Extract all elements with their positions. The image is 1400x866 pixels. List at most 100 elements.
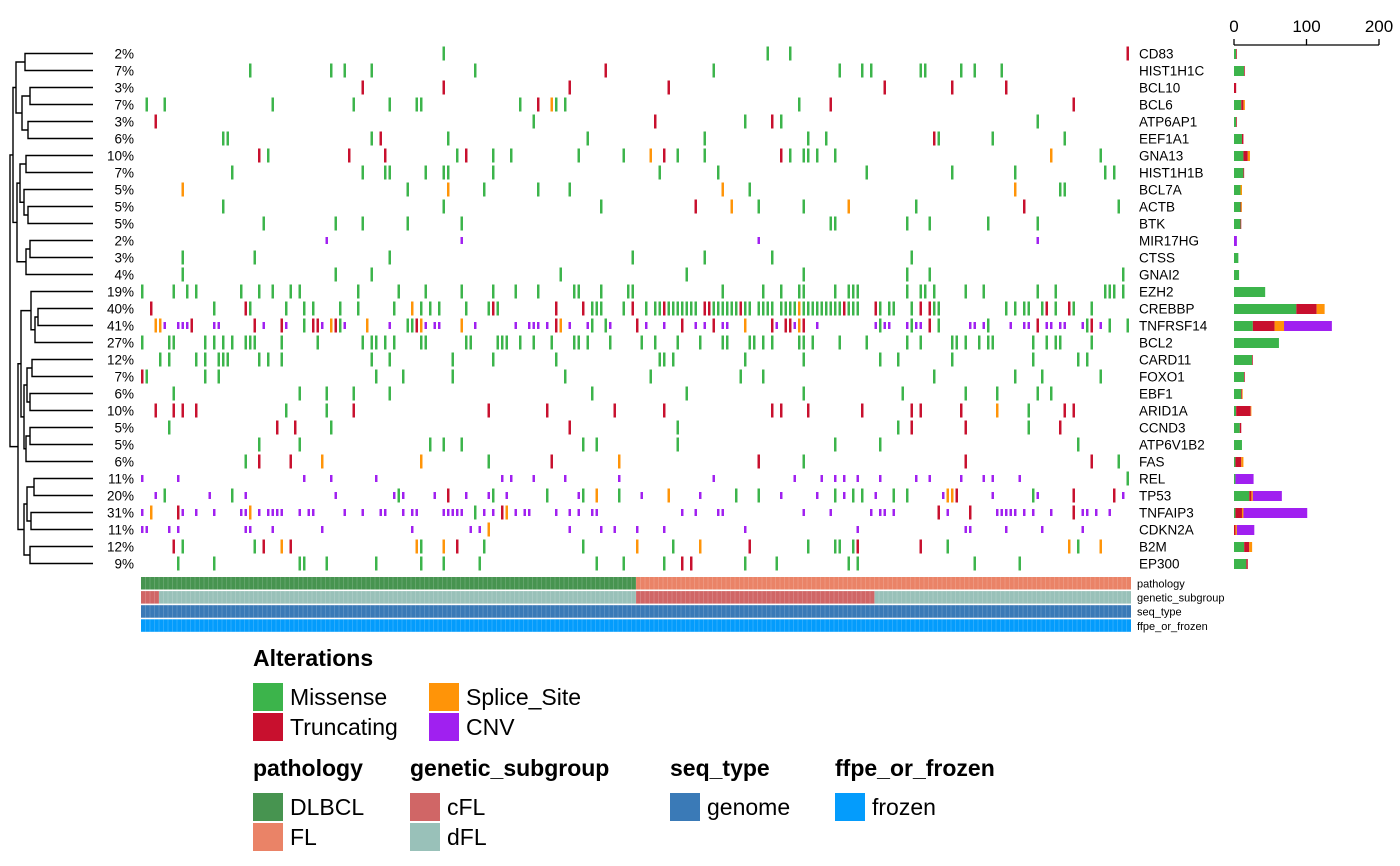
alteration-mark xyxy=(618,454,621,469)
alteration-mark xyxy=(460,284,463,299)
dendrogram-branch xyxy=(34,316,93,344)
alteration-mark xyxy=(573,284,576,299)
alteration-mark xyxy=(276,509,279,516)
bar-segment xyxy=(1240,219,1242,229)
alteration-mark xyxy=(573,335,576,350)
alteration-mark xyxy=(568,80,571,95)
alteration-mark xyxy=(1072,505,1075,520)
alteration-mark xyxy=(825,301,828,316)
alteration-mark xyxy=(280,509,283,516)
alteration-mark xyxy=(145,97,148,112)
alteration-mark xyxy=(280,539,283,554)
alteration-mark xyxy=(1099,148,1102,163)
percent-label: 12% xyxy=(107,353,134,368)
alteration-mark xyxy=(496,335,499,350)
alteration-mark xyxy=(1108,509,1111,516)
alteration-mark xyxy=(1014,369,1017,384)
alteration-mark xyxy=(847,284,850,299)
bar-segment xyxy=(1234,508,1236,518)
alteration-mark xyxy=(442,46,445,61)
bar-segment xyxy=(1234,185,1241,195)
alteration-mark xyxy=(667,488,670,503)
alteration-mark xyxy=(933,284,936,299)
alteration-mark xyxy=(771,335,774,350)
alteration-mark xyxy=(1014,509,1017,516)
gene-label: BCL7A xyxy=(1139,183,1182,198)
alteration-mark xyxy=(811,301,814,316)
bar-segment xyxy=(1243,151,1248,161)
alteration-mark xyxy=(415,509,418,516)
legend-title: pathology xyxy=(253,755,363,781)
alteration-mark xyxy=(762,284,765,299)
alteration-mark xyxy=(1086,352,1089,367)
alteration-mark xyxy=(316,335,319,350)
alteration-mark xyxy=(919,284,922,299)
alteration-mark xyxy=(775,322,778,329)
alteration-mark xyxy=(987,335,990,350)
alteration-mark xyxy=(154,403,157,418)
alteration-mark xyxy=(663,526,666,533)
alteration-mark xyxy=(663,148,666,163)
bar-segment xyxy=(1234,338,1279,348)
alteration-mark xyxy=(964,526,967,533)
alteration-mark xyxy=(253,318,256,333)
alteration-mark xyxy=(141,284,144,299)
alteration-mark xyxy=(285,403,288,418)
alteration-mark xyxy=(622,301,625,316)
alteration-mark xyxy=(910,250,913,265)
alteration-mark xyxy=(442,539,445,554)
legend-swatch xyxy=(670,793,700,821)
alteration-mark xyxy=(946,509,949,516)
alteration-mark xyxy=(703,250,706,265)
alteration-mark xyxy=(303,475,306,482)
dendrogram-branch xyxy=(30,290,93,331)
alteration-mark xyxy=(883,509,886,516)
alteration-mark xyxy=(285,322,288,329)
alteration-mark xyxy=(289,539,292,554)
alteration-mark xyxy=(717,165,720,180)
alteration-mark xyxy=(1023,509,1026,516)
alteration-mark xyxy=(1041,369,1044,384)
alteration-mark xyxy=(460,437,463,452)
alteration-mark xyxy=(379,131,382,146)
alteration-mark xyxy=(487,454,490,469)
alteration-mark xyxy=(829,97,832,112)
alteration-mark xyxy=(1086,318,1089,333)
alteration-mark xyxy=(577,148,580,163)
alteration-mark xyxy=(168,352,171,367)
gene-label: ARID1A xyxy=(1139,404,1188,419)
alteration-mark xyxy=(793,475,796,482)
alteration-mark xyxy=(771,403,774,418)
alteration-mark xyxy=(744,114,747,129)
alteration-mark xyxy=(982,284,985,299)
alteration-mark xyxy=(442,80,445,95)
alteration-mark xyxy=(168,420,171,435)
alteration-mark xyxy=(325,556,328,571)
alteration-mark xyxy=(856,526,859,533)
alteration-mark xyxy=(915,322,918,329)
legend-swatch xyxy=(429,683,459,711)
alteration-mark xyxy=(879,301,882,316)
alteration-mark xyxy=(276,420,279,435)
alteration-mark xyxy=(1032,352,1035,367)
bar-segment xyxy=(1274,321,1285,331)
alteration-mark xyxy=(973,556,976,571)
alteration-mark xyxy=(600,284,603,299)
alteration-mark xyxy=(712,475,715,482)
bar-segment xyxy=(1234,406,1237,416)
gene-label: CREBBP xyxy=(1139,302,1195,317)
alteration-mark xyxy=(780,148,783,163)
alteration-mark xyxy=(631,301,634,316)
alteration-mark xyxy=(1104,165,1107,180)
alteration-mark xyxy=(991,492,994,499)
alteration-mark xyxy=(397,284,400,299)
annotation-cell xyxy=(141,591,159,604)
alteration-mark xyxy=(1104,284,1107,299)
legend-title: seq_type xyxy=(670,755,770,781)
alteration-mark xyxy=(780,114,783,129)
alteration-mark xyxy=(523,509,526,516)
alteration-mark xyxy=(262,322,265,329)
alteration-mark xyxy=(1090,318,1093,333)
bar-segment xyxy=(1234,440,1242,450)
alteration-mark xyxy=(757,237,760,244)
